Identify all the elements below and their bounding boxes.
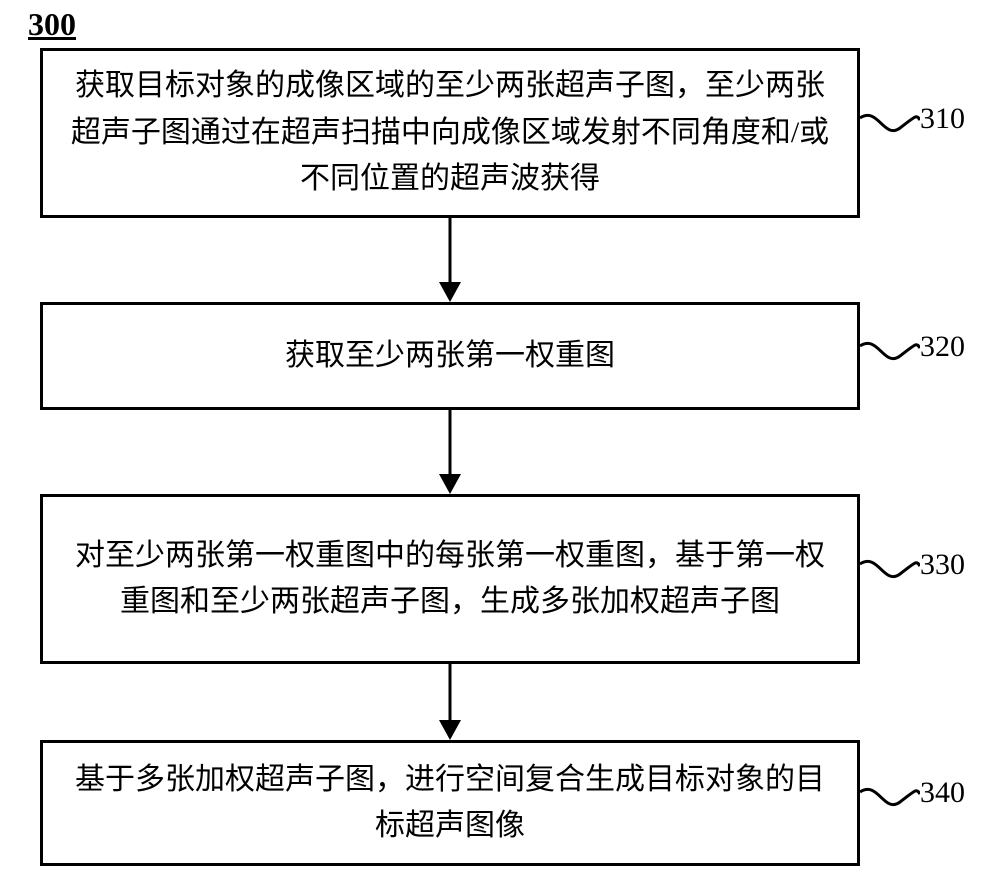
figure-number: 300 [28,6,76,43]
flow-step-label-340: 340 [920,776,965,810]
flow-step-340: 基于多张加权超声子图，进行空间复合生成目标对象的目标超声图像 [40,740,860,866]
flow-step-label-330: 330 [920,548,965,582]
flow-step-text: 获取至少两张第一权重图 [285,333,615,380]
arrow-330-to-340 [432,664,468,740]
flow-step-text: 对至少两张第一权重图中的每张第一权重图，基于第一权重图和至少两张超声子图，生成多… [67,533,833,626]
arrow-310-to-320 [432,218,468,302]
flow-step-330: 对至少两张第一权重图中的每张第一权重图，基于第一权重图和至少两张超声子图，生成多… [40,494,860,664]
leader-line-340 [860,784,920,824]
arrow-320-to-330 [432,410,468,494]
flow-step-text: 获取目标对象的成像区域的至少两张超声子图，至少两张超声子图通过在超声扫描中向成像… [67,63,833,203]
flow-step-label-320: 320 [920,330,965,364]
flow-step-320: 获取至少两张第一权重图 [40,302,860,410]
flow-step-label-310: 310 [920,102,965,136]
leader-line-320 [860,338,920,378]
leader-line-330 [860,556,920,596]
flow-step-310: 获取目标对象的成像区域的至少两张超声子图，至少两张超声子图通过在超声扫描中向成像… [40,48,860,218]
leader-line-310 [860,110,920,150]
flow-step-text: 基于多张加权超声子图，进行空间复合生成目标对象的目标超声图像 [67,757,833,850]
